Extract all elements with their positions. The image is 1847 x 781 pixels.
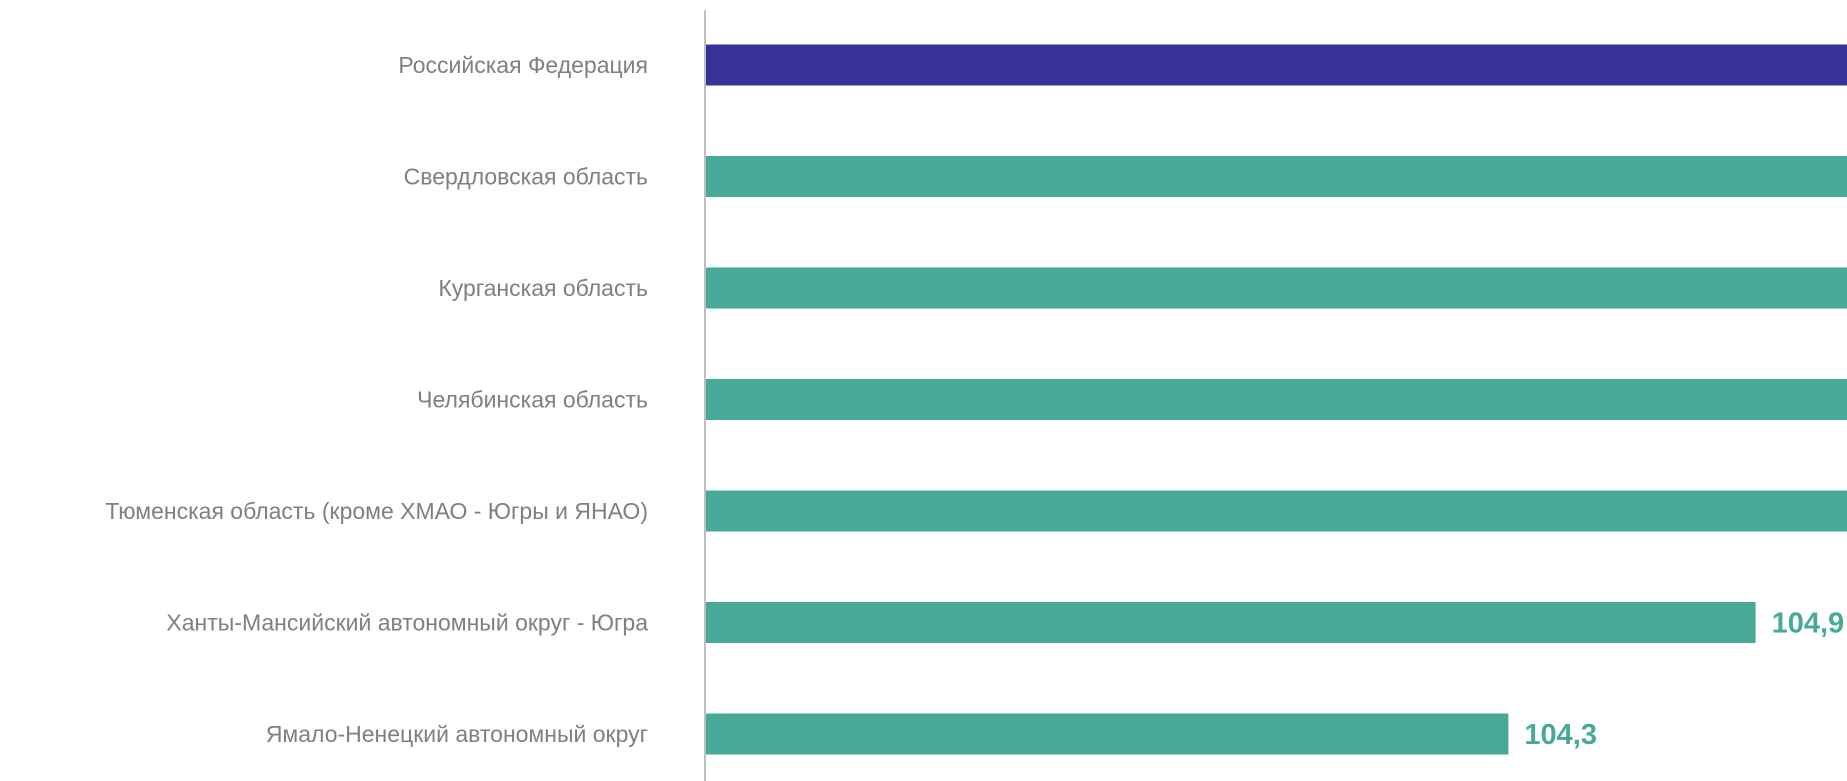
bar-4 xyxy=(705,490,1847,532)
bar-1 xyxy=(705,156,1847,197)
bar-0 xyxy=(705,44,1847,86)
category-labels-group: Российская Федерация Свердловская область… xyxy=(105,52,648,747)
bar-2 xyxy=(705,267,1847,309)
value-label: 104,9 xyxy=(1772,608,1845,640)
category-label: Ямало-Ненецкий автономный округ xyxy=(266,721,648,747)
value-label: 104,3 xyxy=(1524,719,1597,751)
category-label: Свердловская область xyxy=(404,164,648,190)
category-label: Челябинская область xyxy=(417,387,648,413)
category-label: Тюменская область (кроме ХМАО - Югры и Я… xyxy=(105,498,648,524)
bar-6 xyxy=(705,713,1509,755)
bar-5 xyxy=(705,602,1756,643)
category-label: Курганская область xyxy=(438,275,648,301)
category-label: Российская Федерация xyxy=(398,52,648,78)
bar-3 xyxy=(705,379,1847,420)
bars-group xyxy=(705,44,1847,755)
category-label: Ханты-Мансийский автономный округ - Югра xyxy=(166,610,648,636)
